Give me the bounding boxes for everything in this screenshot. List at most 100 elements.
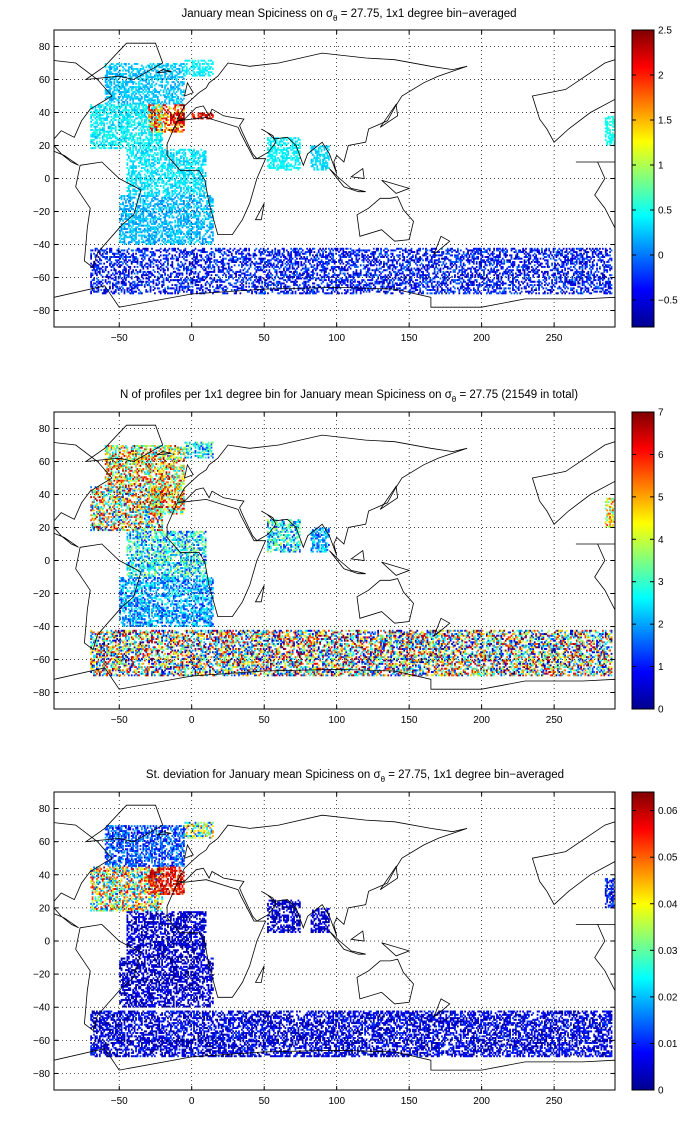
data-cell — [175, 99, 178, 102]
data-cell — [120, 147, 123, 150]
data-cell — [120, 208, 123, 211]
data-cell — [171, 186, 174, 189]
data-cell — [120, 290, 123, 293]
data-cell — [146, 91, 149, 93]
data-cell — [280, 150, 282, 153]
data-cell — [164, 289, 166, 291]
data-cell — [93, 135, 95, 138]
data-cell — [165, 259, 168, 262]
data-cell — [169, 208, 172, 211]
data-cell — [129, 152, 132, 155]
data-cell — [122, 100, 124, 103]
data-cell — [187, 252, 190, 255]
data-cell — [138, 165, 140, 168]
data-cell — [159, 117, 162, 120]
data-cell — [143, 91, 146, 93]
data-cell — [93, 267, 95, 270]
data-cell — [185, 214, 188, 217]
data-cell — [183, 219, 185, 222]
data-cell — [136, 109, 139, 112]
data-cell — [130, 104, 133, 107]
data-cell — [169, 155, 172, 158]
data-cell — [114, 284, 117, 287]
data-cell — [284, 143, 287, 146]
data-cell — [133, 290, 136, 293]
data-cell — [181, 256, 184, 258]
data-cell — [168, 228, 171, 230]
data-cell — [161, 166, 164, 169]
data-cell — [175, 158, 178, 161]
data-cell — [190, 188, 193, 191]
data-cell — [180, 195, 182, 197]
data-cell — [169, 209, 172, 212]
data-cell — [123, 137, 126, 140]
data-cell — [209, 71, 211, 74]
data-cell — [203, 152, 206, 155]
data-cell — [145, 115, 148, 118]
data-cell — [155, 66, 158, 69]
data-cell — [132, 208, 135, 211]
data-cell — [132, 67, 135, 70]
data-cell — [149, 272, 152, 275]
data-cell — [111, 92, 114, 95]
data-cell — [154, 133, 156, 136]
data-cell — [145, 89, 148, 92]
data-cell — [143, 84, 146, 87]
data-cell — [172, 232, 175, 235]
data-cell — [148, 129, 150, 131]
data-cell — [193, 237, 195, 240]
data-cell — [190, 289, 193, 291]
data-cell — [204, 150, 207, 153]
data-cell — [143, 236, 146, 239]
data-cell — [96, 130, 98, 133]
data-cell — [193, 272, 195, 275]
data-cell — [155, 124, 158, 126]
data-cell — [161, 79, 164, 82]
data-cell — [178, 183, 181, 186]
data-cell — [110, 274, 113, 277]
data-cell — [319, 145, 322, 148]
data-cell — [149, 76, 152, 79]
data-cell — [167, 77, 169, 80]
data-cell — [161, 124, 164, 126]
data-cell — [155, 140, 158, 143]
data-cell — [125, 282, 127, 285]
data-cell — [156, 264, 159, 267]
data-cell — [183, 97, 185, 100]
data-cell — [96, 110, 98, 113]
data-cell — [146, 206, 149, 209]
data-cell — [165, 105, 168, 108]
data-cell — [169, 87, 172, 90]
data-cell — [130, 67, 133, 70]
data-cell — [267, 158, 269, 161]
data-cell — [96, 135, 98, 138]
data-cell — [181, 84, 184, 87]
data-cell — [184, 241, 187, 244]
data-cell — [278, 148, 281, 151]
data-cell — [298, 143, 301, 146]
data-cell — [129, 267, 132, 270]
data-cell — [164, 112, 166, 115]
data-cell — [209, 59, 211, 62]
data-cell — [181, 287, 184, 290]
data-cell — [143, 71, 146, 74]
data-cell — [281, 152, 284, 155]
data-cell — [294, 160, 297, 163]
data-cell — [132, 165, 135, 168]
data-cell — [187, 208, 190, 211]
data-cell — [169, 272, 172, 275]
data-cell — [161, 107, 164, 110]
data-cell — [113, 109, 116, 112]
data-cell — [154, 77, 156, 80]
data-cell — [110, 129, 113, 131]
data-cell — [91, 147, 94, 150]
data-cell — [200, 188, 203, 191]
data-cell — [185, 213, 188, 216]
data-cell — [146, 160, 149, 163]
data-cell — [196, 191, 198, 194]
data-cell — [133, 67, 136, 70]
data-cell — [123, 236, 126, 239]
data-cell — [158, 249, 161, 252]
data-cell — [130, 208, 133, 211]
data-cell — [198, 176, 201, 179]
